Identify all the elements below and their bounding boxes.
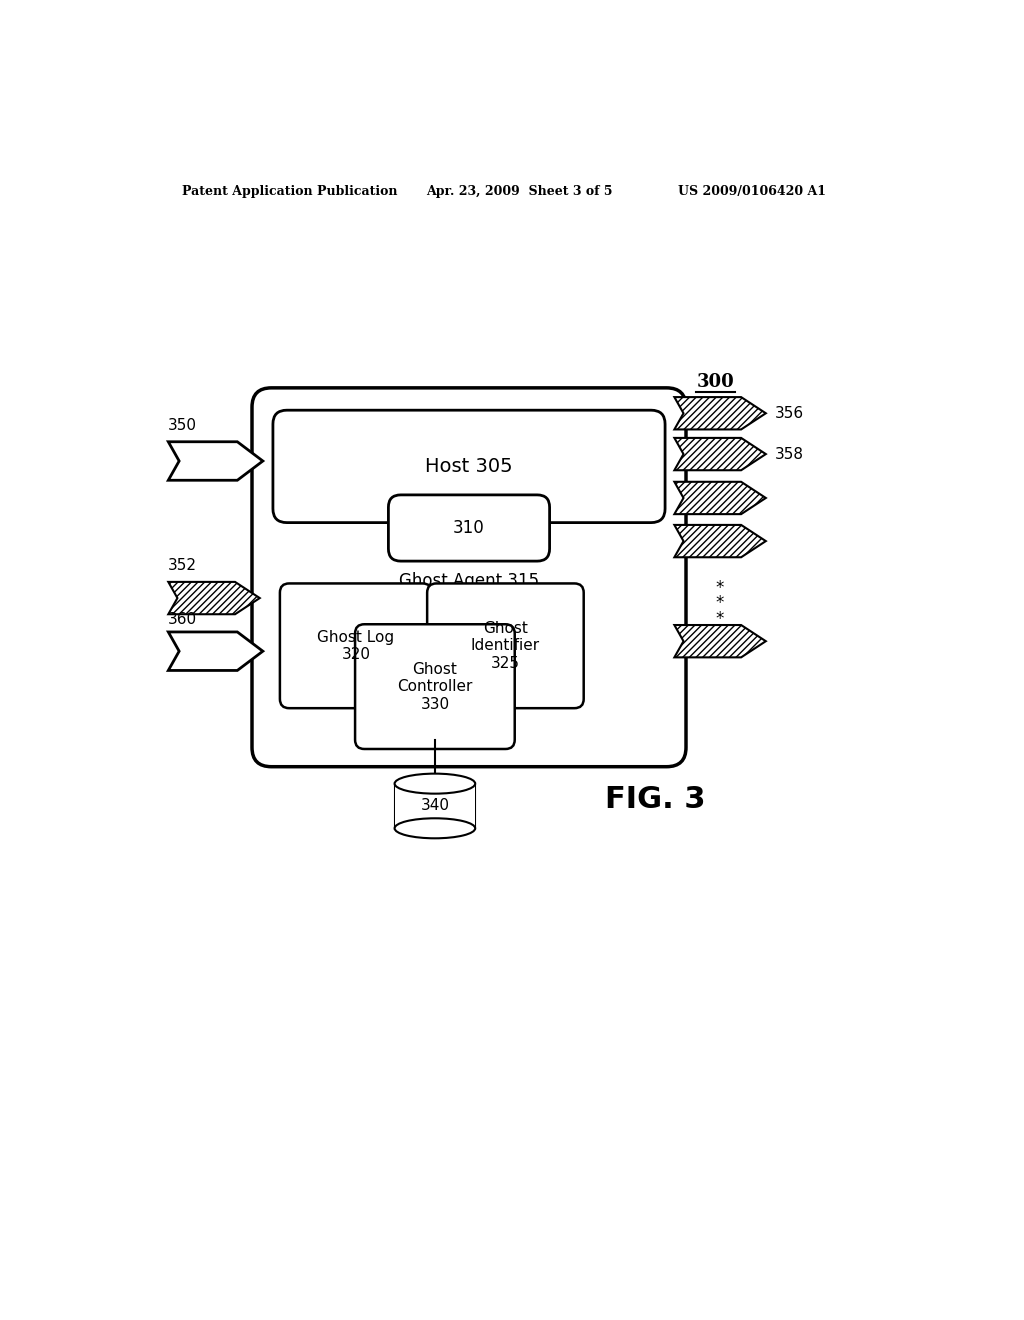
FancyBboxPatch shape	[427, 583, 584, 708]
Text: *: *	[716, 594, 724, 612]
Polygon shape	[168, 582, 260, 614]
FancyBboxPatch shape	[252, 388, 686, 767]
FancyBboxPatch shape	[280, 583, 432, 708]
Text: 350: 350	[168, 418, 198, 433]
Text: 360: 360	[168, 611, 198, 627]
Text: US 2009/0106420 A1: US 2009/0106420 A1	[678, 185, 826, 198]
Text: 340: 340	[421, 799, 450, 813]
Text: Ghost Agent 315: Ghost Agent 315	[399, 572, 539, 590]
Text: 300: 300	[696, 374, 734, 391]
Text: Apr. 23, 2009  Sheet 3 of 5: Apr. 23, 2009 Sheet 3 of 5	[426, 185, 613, 198]
FancyBboxPatch shape	[388, 495, 550, 561]
Text: FIG. 3: FIG. 3	[604, 784, 706, 813]
Text: 358: 358	[775, 446, 804, 462]
Polygon shape	[675, 525, 766, 557]
FancyBboxPatch shape	[355, 624, 515, 748]
Text: 356: 356	[775, 405, 804, 421]
Text: Patent Application Publication: Patent Application Publication	[182, 185, 397, 198]
Text: 310: 310	[454, 519, 485, 537]
Text: Ghost
Identifier
325: Ghost Identifier 325	[471, 620, 540, 671]
Text: Host 305: Host 305	[425, 457, 513, 477]
Polygon shape	[675, 397, 766, 429]
Ellipse shape	[394, 818, 475, 838]
Ellipse shape	[394, 774, 475, 793]
Text: *: *	[716, 610, 724, 628]
Polygon shape	[168, 632, 263, 671]
Text: Ghost Log
320: Ghost Log 320	[317, 630, 394, 663]
Text: 352: 352	[168, 557, 198, 573]
Polygon shape	[675, 438, 766, 470]
Polygon shape	[675, 626, 766, 657]
Text: Ghost
Controller
330: Ghost Controller 330	[397, 661, 473, 711]
Text: *: *	[716, 579, 724, 597]
FancyBboxPatch shape	[273, 411, 665, 523]
Polygon shape	[168, 442, 263, 480]
Bar	[394, 784, 475, 829]
Polygon shape	[675, 482, 766, 515]
